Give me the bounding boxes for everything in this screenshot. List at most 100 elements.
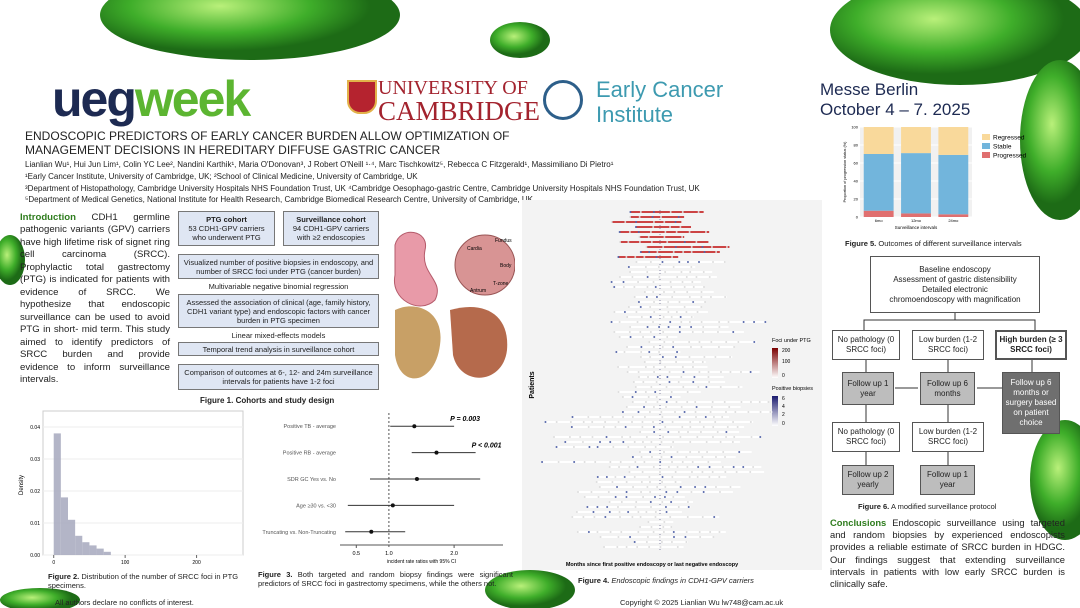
endoscopy-dot: [663, 341, 666, 343]
endoscopy-dot: [618, 321, 621, 323]
endoscopy-dot: [654, 516, 657, 518]
endoscopy-dot: [687, 506, 690, 508]
endoscopy-dot: [644, 446, 647, 448]
endoscopy-dot: [708, 476, 711, 478]
y-tick-label: 0.04: [30, 425, 40, 431]
endoscopy-dot: [650, 526, 653, 528]
affiliation: ³Department of Histopathology, Cambridge…: [25, 184, 700, 193]
endoscopy-dot: [646, 271, 649, 273]
endoscopy-dot: [648, 351, 651, 353]
endoscopy-dot: [702, 286, 705, 288]
endoscopy-dot: [634, 506, 637, 508]
endoscopy-dot: [718, 326, 721, 328]
flow-box: Follow up 1 year: [842, 372, 894, 405]
endoscopy-dot: [678, 326, 681, 328]
flow-arrows: [863, 313, 1036, 465]
endoscopy-dot: [628, 466, 631, 468]
endoscopy-dot: [639, 306, 642, 308]
endoscopy-dot: [622, 286, 625, 288]
endoscopy-dot: [705, 386, 708, 388]
endoscopy-dot: [631, 401, 634, 403]
endoscopy-dot: [700, 306, 703, 308]
endoscopy-dot: [681, 281, 684, 283]
endoscopy-dot: [611, 481, 614, 483]
endoscopy-dot: [652, 346, 655, 348]
endoscopy-dot: [658, 536, 661, 538]
endoscopy-dot: [623, 311, 626, 313]
endoscopy-dot: [646, 286, 649, 288]
ueg-logo: uegweek: [52, 71, 251, 127]
bar-segment: [901, 213, 931, 217]
endoscopy-dot: [627, 306, 630, 308]
endoscopy-dot: [618, 231, 621, 233]
endoscopy-dot: [634, 256, 637, 258]
institute-line: Institute: [596, 102, 674, 128]
endoscopy-dot: [669, 516, 672, 518]
endoscopy-dot: [749, 401, 752, 403]
axis-label: incident rate ratios with 95% CI: [387, 559, 456, 565]
endoscopy-dot: [612, 446, 615, 448]
endoscopy-dot: [642, 336, 645, 338]
bar-segment: [938, 127, 969, 155]
endoscopy-dot: [673, 291, 676, 293]
cohort-title: Surveillance cohort: [296, 215, 366, 224]
endoscopy-dot: [669, 321, 672, 323]
endoscopy-dot: [725, 246, 728, 248]
endoscopy-dot: [645, 541, 648, 543]
endoscopy-dot: [669, 226, 672, 228]
y-tick-label: 80: [854, 143, 859, 148]
endoscopy-dot: [679, 226, 682, 228]
endoscopy-dot: [655, 256, 658, 258]
endoscopy-dot: [707, 371, 710, 373]
endoscopy-dot: [625, 546, 628, 548]
swimmer-plot: Patients Months since first positive end…: [522, 200, 822, 570]
endoscopy-dot: [632, 381, 635, 383]
x-tick-label: 24mo: [948, 218, 959, 223]
endoscopy-dot: [658, 276, 661, 278]
endoscopy-dot: [689, 426, 692, 428]
endoscopy-dot: [688, 296, 691, 298]
endoscopy-dot: [700, 321, 703, 323]
affiliation: ¹Early Cancer Institute, University of C…: [25, 172, 418, 181]
endoscopy-dot: [735, 471, 738, 473]
endoscopy-dot: [636, 546, 639, 548]
endoscopy-dot: [641, 441, 644, 443]
endoscopy-dot: [652, 421, 655, 423]
endoscopy-dot: [666, 241, 669, 243]
endoscopy-dot: [665, 401, 668, 403]
endoscopy-dot: [736, 426, 739, 428]
endoscopy-dot: [714, 356, 717, 358]
endoscopy-dot: [685, 276, 688, 278]
endoscopy-dot: [635, 311, 638, 313]
endoscopy-dot: [687, 431, 690, 433]
endoscopy-dot: [718, 491, 721, 493]
endoscopy-dot: [694, 486, 697, 488]
endoscopy-dot: [670, 391, 673, 393]
cohort-box: Surveillance cohort 94 CDH1-GPV carriers …: [283, 211, 379, 246]
endoscopy-dot: [689, 421, 692, 423]
endoscopy-dot: [704, 486, 707, 488]
endoscopy-dot: [608, 466, 611, 468]
endoscopy-dot: [724, 296, 727, 298]
endoscopy-dot: [662, 246, 665, 248]
endoscopy-dot: [569, 421, 572, 423]
endoscopy-dot: [680, 376, 683, 378]
endoscopy-dot: [678, 261, 681, 263]
endoscopy-dot: [648, 476, 651, 478]
endoscopy-dot: [622, 416, 625, 418]
endoscopy-dot: [621, 411, 624, 413]
endoscopy-dot: [639, 356, 642, 358]
endoscopy-dot: [682, 251, 685, 253]
y-tick-label: 40: [854, 179, 859, 184]
cohort-text: 94 CDH1-GPV carriers with ≥2 endoscopies: [292, 224, 370, 242]
endoscopy-dot: [621, 396, 624, 398]
endoscopy-dot: [654, 286, 657, 288]
legend-label: Stable: [993, 144, 1012, 151]
endoscopy-dot: [637, 231, 640, 233]
endoscopy-dot: [676, 491, 679, 493]
endoscopy-dot: [752, 466, 755, 468]
plot-area: [42, 410, 244, 556]
step-text: Multivariable negative binomial regressi…: [208, 282, 349, 291]
endoscopy-dot: [675, 311, 678, 313]
endoscopy-dot: [609, 461, 612, 463]
